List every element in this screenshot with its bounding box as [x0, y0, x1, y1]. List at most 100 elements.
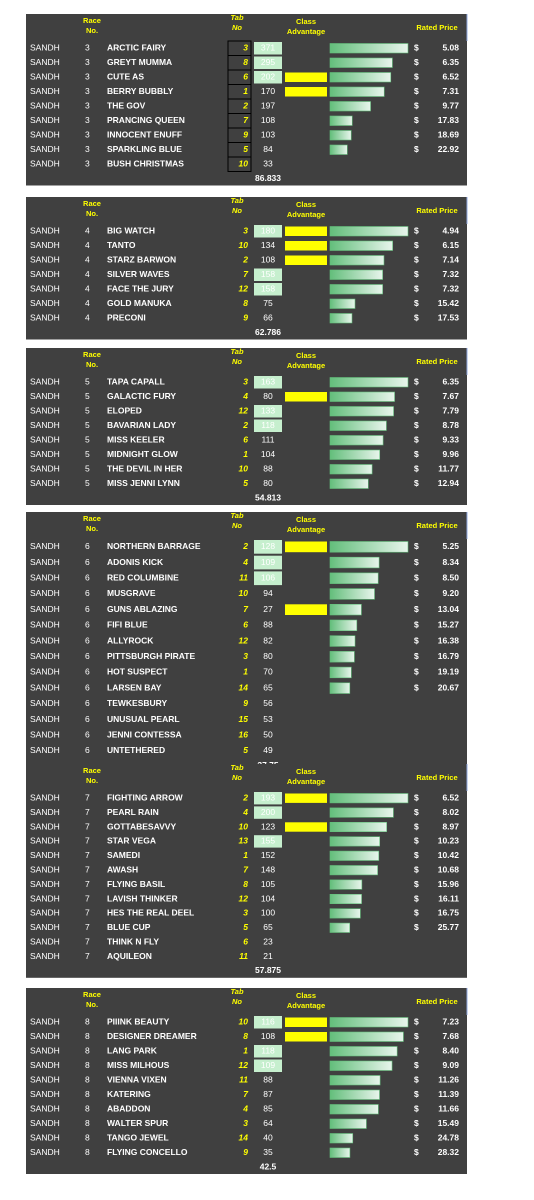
tab: 1 [243, 850, 248, 860]
venue: SANDH [30, 1060, 60, 1070]
rating-highlight [254, 56, 282, 69]
horse: THE DEVIL IN HER [107, 464, 182, 474]
rating: 180 [261, 226, 275, 236]
rating: 88 [263, 620, 273, 630]
currency: $ [414, 922, 419, 932]
price-bar [329, 836, 381, 847]
horse: JENNI CONTESSA [107, 730, 182, 740]
tab: 10 [239, 1017, 249, 1027]
currency: $ [414, 893, 419, 903]
venue: SANDH [30, 255, 60, 265]
price: 17.53 [438, 313, 460, 323]
race-no: 6 [85, 588, 90, 598]
rating: 103 [261, 130, 275, 140]
horse: UNTETHERED [107, 745, 165, 755]
race-no: 6 [85, 541, 90, 551]
header-rated-price: Rated Price [416, 206, 457, 215]
price-bar [329, 72, 392, 83]
header-class-advantage: Class Advantage [287, 515, 325, 534]
header-race-no: Race No. [83, 350, 101, 369]
venue: SANDH [30, 651, 60, 661]
rating-highlight [254, 806, 282, 819]
class-advantage-bar [285, 87, 327, 97]
race-no: 8 [85, 1089, 90, 1099]
race-no: 7 [85, 864, 90, 874]
tab: 7 [243, 864, 249, 874]
currency: $ [414, 588, 419, 598]
tab: 11 [239, 1075, 248, 1085]
horse: SILVER WAVES [107, 269, 170, 279]
tab: 12 [239, 406, 249, 416]
header-class-advantage: Class Advantage [287, 351, 325, 370]
horse: TAPA CAPALL [107, 377, 165, 387]
tab: 9 [243, 1147, 248, 1157]
currency: $ [414, 635, 419, 645]
venue: SANDH [30, 1133, 60, 1143]
horse: LANG PARK [107, 1046, 158, 1056]
horse: INNOCENT ENUFF [107, 130, 182, 140]
tab: 2 [242, 101, 248, 111]
tab: 7 [243, 604, 249, 614]
price: 16.79 [438, 651, 460, 661]
tab: 8 [243, 1031, 248, 1041]
race-block [26, 348, 467, 505]
price-bar [329, 1133, 354, 1144]
rating: 118 [261, 1046, 275, 1056]
tab: 6 [243, 435, 248, 445]
venue: SANDH [30, 159, 60, 169]
header-race-no: Race No. [83, 16, 101, 35]
horse: TEWKESBURY [107, 698, 167, 708]
race-no: 6 [85, 698, 90, 708]
race-no: 4 [85, 313, 90, 323]
header-race-no: Race No. [83, 514, 101, 533]
horse: WALTER SPUR [107, 1118, 168, 1128]
race-no: 5 [85, 478, 90, 488]
venue: SANDH [30, 1147, 60, 1157]
race-no: 7 [85, 893, 90, 903]
header-rated-price: Rated Price [416, 23, 457, 32]
race-no: 7 [85, 936, 90, 946]
horse: FIGHTING ARROW [107, 792, 184, 802]
horse: RED COLUMBINE [107, 573, 179, 583]
rating-highlight [254, 225, 282, 238]
price-bar [329, 541, 409, 553]
currency: $ [414, 792, 419, 802]
price-bar [329, 86, 385, 97]
venue: SANDH [30, 714, 60, 724]
price-bar [329, 893, 362, 904]
race-no: 7 [85, 879, 90, 889]
header-rated-price: Rated Price [416, 521, 457, 530]
rating-highlight [254, 42, 282, 55]
venue: SANDH [30, 43, 60, 53]
race-no: 7 [85, 807, 90, 817]
venue: SANDH [30, 1046, 60, 1056]
tab: 3 [243, 1118, 248, 1128]
header-tab-no: Tab No [230, 763, 243, 782]
class-advantage-bar [285, 793, 327, 803]
tab: 3 [243, 377, 248, 387]
price: 10.68 [438, 864, 460, 874]
race-no: 3 [85, 159, 90, 169]
tab: 2 [242, 255, 248, 265]
price: 6.52 [442, 72, 459, 82]
header-rated-price: Rated Price [416, 357, 457, 366]
price-bar [329, 821, 387, 832]
price-bar [329, 57, 393, 68]
price-bar [329, 666, 352, 679]
price: 11.39 [438, 1089, 459, 1099]
price-bar [329, 255, 385, 266]
currency: $ [414, 573, 419, 583]
horse: MISS KEELER [107, 435, 165, 445]
venue: SANDH [30, 893, 60, 903]
rating: 100 [261, 908, 275, 918]
horse: PIIINK BEAUTY [107, 1017, 170, 1027]
tab: 15 [239, 714, 249, 724]
price: 7.79 [442, 406, 459, 416]
venue: SANDH [30, 130, 60, 140]
race-no: 4 [85, 255, 90, 265]
venue: SANDH [30, 620, 60, 630]
tab: 6 [243, 72, 248, 82]
race-no: 4 [85, 269, 90, 279]
class-advantage-bar [285, 1032, 327, 1042]
race-no: 7 [85, 922, 90, 932]
